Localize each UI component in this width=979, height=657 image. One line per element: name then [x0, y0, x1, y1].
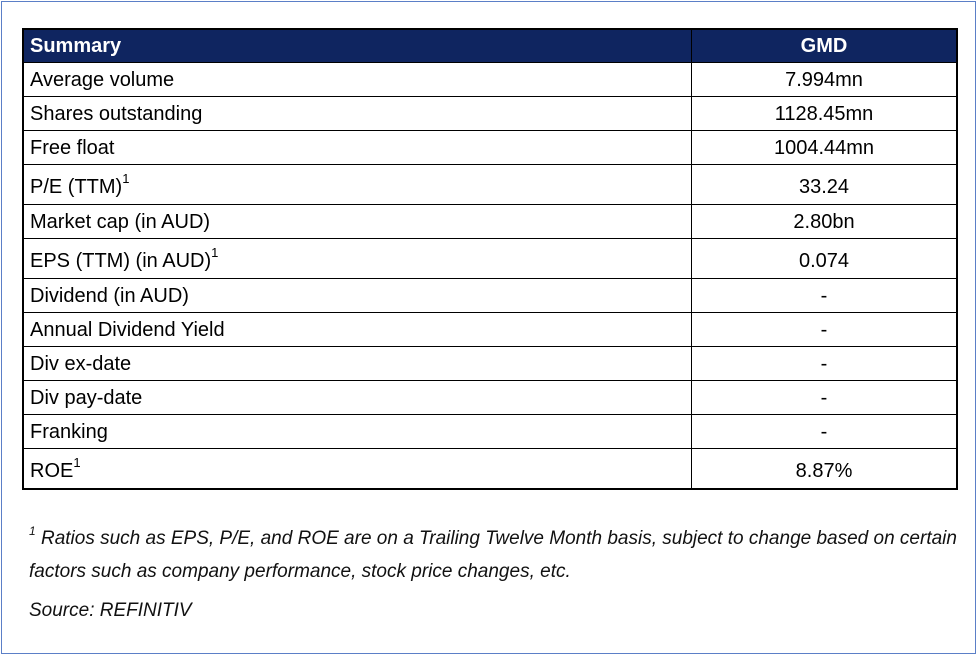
- source-note: Source: REFINITIV: [29, 600, 192, 621]
- row-value: -: [691, 414, 958, 449]
- summary-table: Summary GMD Average volume 7.994mn Share…: [22, 28, 958, 490]
- footnote-text: Ratios such as EPS, P/E, and ROE are on …: [29, 528, 957, 582]
- table-row: P/E (TTM)1 33.24: [22, 164, 958, 205]
- footnote-marker: 1: [73, 454, 81, 470]
- footnote-marker: 1: [29, 523, 36, 538]
- row-value: -: [691, 312, 958, 347]
- row-label: ROE1: [22, 448, 692, 490]
- row-label: Div ex-date: [22, 346, 692, 381]
- row-label: Dividend (in AUD): [22, 278, 692, 313]
- table-row: EPS (TTM) (in AUD)1 0.074: [22, 238, 958, 279]
- row-label: Franking: [22, 414, 692, 449]
- table-header-row: Summary GMD: [22, 28, 958, 63]
- table-row: Franking -: [22, 414, 958, 449]
- table-row: Free float 1004.44mn: [22, 130, 958, 165]
- table-row: Average volume 7.994mn: [22, 62, 958, 97]
- row-value: 1128.45mn: [691, 96, 958, 131]
- table-row: Annual Dividend Yield -: [22, 312, 958, 347]
- row-label: Average volume: [22, 62, 692, 97]
- row-value: -: [691, 346, 958, 381]
- footnote: 1 Ratios such as EPS, P/E, and ROE are o…: [29, 522, 959, 588]
- row-label: P/E (TTM)1: [22, 164, 692, 205]
- row-value: 8.87%: [691, 448, 958, 490]
- table-row: Shares outstanding 1128.45mn: [22, 96, 958, 131]
- row-label: Annual Dividend Yield: [22, 312, 692, 347]
- table-row: ROE1 8.87%: [22, 448, 958, 490]
- row-label: Market cap (in AUD): [22, 204, 692, 239]
- footnote-marker: 1: [211, 244, 219, 260]
- row-label: Div pay-date: [22, 380, 692, 415]
- table-row: Market cap (in AUD) 2.80bn: [22, 204, 958, 239]
- row-value: 0.074: [691, 238, 958, 279]
- row-value: 7.994mn: [691, 62, 958, 97]
- row-label: EPS (TTM) (in AUD)1: [22, 238, 692, 279]
- row-label: Shares outstanding: [22, 96, 692, 131]
- footnote-marker: 1: [122, 170, 130, 186]
- table-row: Div pay-date -: [22, 380, 958, 415]
- row-value: 1004.44mn: [691, 130, 958, 165]
- row-value: -: [691, 278, 958, 313]
- row-label: Free float: [22, 130, 692, 165]
- table-row: Div ex-date -: [22, 346, 958, 381]
- row-value: 33.24: [691, 164, 958, 205]
- column-header-summary: Summary: [22, 28, 692, 63]
- row-value: 2.80bn: [691, 204, 958, 239]
- table-row: Dividend (in AUD) -: [22, 278, 958, 313]
- column-header-gmd: GMD: [691, 28, 958, 63]
- row-value: -: [691, 380, 958, 415]
